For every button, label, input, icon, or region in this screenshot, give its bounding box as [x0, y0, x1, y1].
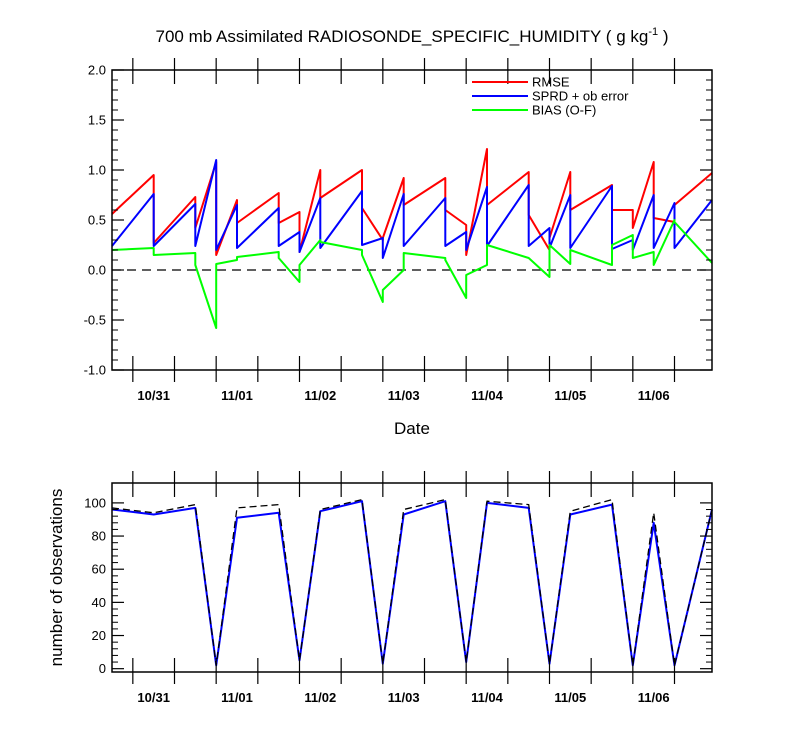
legend-label-rmse: RMSE [532, 75, 570, 90]
bottom-panel: 0 20 40 60 80 100 10/31 11/01 11/02 11/03 11/04 11/… [47, 471, 713, 705]
x-tick-label: 10/31 [137, 388, 170, 403]
x-tick-label: 11/02 [304, 690, 336, 705]
x-tick-label: 10/31 [137, 690, 170, 705]
y-tick-label: 0.0 [88, 263, 106, 278]
series-line-sprd-ob-error [111, 159, 713, 259]
x-tick-label: 11/05 [554, 388, 586, 403]
top-panel: -1.0 -0.5 0.0 0.5 1.0 1.5 2.0 10/31 11/01 11/02 11… [84, 58, 713, 438]
x-tick-label: 11/02 [304, 388, 336, 403]
x-tick-label: 11/04 [471, 388, 504, 403]
y-tick-label: 0.5 [88, 213, 106, 228]
x-tick-label: 11/03 [388, 388, 420, 403]
plot-frame [111, 482, 713, 673]
series-line-bias-o-f [111, 219, 713, 329]
y-tick-label: 80 [92, 529, 106, 544]
x-tick-label: 11/01 [221, 388, 253, 403]
legend-label-bias-o-f: BIAS (O-F) [532, 103, 596, 118]
x-tick-label: 11/01 [221, 690, 253, 705]
y-axis-title: number of observations [47, 489, 66, 667]
x-axis-title: Date [394, 419, 430, 438]
y-tick-label: 2.0 [88, 63, 106, 78]
x-tick-label: 11/03 [388, 690, 420, 705]
series-line-available [111, 498, 713, 667]
x-tick-label: 11/06 [638, 690, 670, 705]
legend-label-sprd-ob-error: SPRD + ob error [532, 89, 629, 104]
chart-title-superscript: -1 [648, 26, 658, 38]
y-tick-label: -0.5 [84, 313, 106, 328]
x-tick-label: 11/05 [554, 690, 586, 705]
y-tick-label: 0 [99, 661, 106, 676]
x-tick-label: 11/06 [638, 388, 670, 403]
y-tick-label: 1.0 [88, 163, 106, 178]
x-tick-label: 11/04 [471, 690, 504, 705]
y-tick-label: 1.5 [88, 113, 106, 128]
y-tick-label: -1.0 [84, 363, 106, 378]
y-tick-label: 60 [92, 562, 106, 577]
y-tick-label: 40 [92, 595, 106, 610]
chart-title-main: 700 mb Assimilated RADIOSONDE_SPECIFIC_H… [156, 27, 649, 46]
y-tick-label: 100 [84, 495, 106, 510]
chart-title-end: ) [658, 27, 668, 46]
y-tick-label: 20 [92, 628, 106, 643]
series-line-rmse [111, 148, 713, 256]
chart-title: 700 mb Assimilated RADIOSONDE_SPECIFIC_H… [156, 26, 669, 46]
